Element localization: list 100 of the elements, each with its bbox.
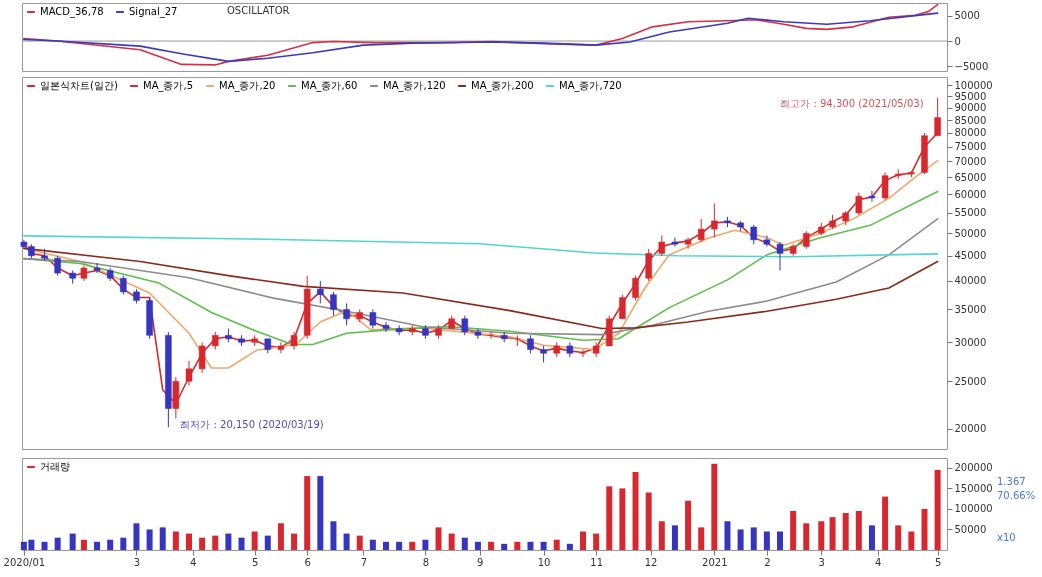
candlestick [697,218,705,243]
annotation: OSCILLATOR [227,5,290,16]
candlestick [868,190,876,203]
legend-label: 일본식차트(일간) [40,80,118,91]
bar [685,500,692,550]
text: 1.367 [997,476,1026,487]
bar [422,539,429,550]
bar [225,533,232,550]
bar [777,531,784,550]
bar [566,543,573,550]
x-tick-label: 4 [190,556,197,568]
y-tick-label: −5000 [954,60,989,72]
bar [330,521,337,550]
bar [632,471,639,550]
y-tick-label: 85000 [954,114,987,126]
candlestick [750,224,757,245]
y-tick-label: 50000 [954,523,987,535]
y-tick-label: 35000 [954,303,987,315]
annotation: 최저가 : 20,150 (2020/03/19) [180,419,324,431]
y-tick-label: 100000 [954,503,993,515]
bar [54,537,61,550]
bar [474,541,481,550]
bar [41,541,48,550]
candlestick [658,234,666,257]
bar [435,527,442,550]
bar [356,535,363,550]
bar [107,539,114,550]
bar [658,521,665,550]
bar [461,537,468,550]
bar [724,521,731,550]
bar [343,533,350,550]
bar [291,533,298,550]
bar [645,492,652,550]
legend-label: MA_종가,720 [559,80,622,92]
bar [803,523,810,550]
candlestick [93,262,101,274]
bar [698,527,705,550]
bar [829,517,836,550]
y-tick-label: 0 [954,35,961,47]
y-tick-label: 100000 [954,79,993,91]
x-tick-label: 7 [360,556,368,568]
bar [553,539,560,550]
bar [619,488,626,550]
candlestick [776,241,784,272]
bar [790,510,797,550]
candlestick [343,302,350,326]
bar [763,531,770,550]
candlestick [277,341,285,354]
y-tick-label: 60000 [954,188,987,200]
legend-label: Signal_27 [129,6,178,18]
candlestick [684,237,692,250]
bar [396,541,403,550]
bar [501,543,508,550]
candlestick [711,202,718,239]
legend-label: MA_종가,20 [219,80,276,92]
candlestick [619,294,626,320]
bar [369,539,376,550]
y-tick-label: 30000 [954,336,987,348]
x-tick-label: 3 [133,556,141,568]
legend-label: MA_종가,120 [383,80,446,92]
x-tick-label: 3 [818,556,825,568]
bar [868,525,875,550]
candlestick [330,291,337,317]
x-tick-label: 2021 [702,556,728,568]
x-tick-label: 8 [422,556,430,568]
bar [199,537,206,550]
bar [172,531,179,550]
y-tick-label: 55000 [954,207,987,219]
bar [855,510,862,550]
y-tick-label: 80000 [954,127,987,139]
bar [606,486,613,550]
bar [159,527,166,550]
candlestick [474,328,482,340]
y-tick-label: 20000 [954,423,987,435]
candlestick [632,275,639,301]
candlestick [514,334,521,347]
y-tick-label: 75000 [954,141,987,153]
candlestick [763,234,771,248]
bar [448,533,455,550]
line-series [23,218,939,336]
line-series [23,159,939,369]
candlestick [382,321,390,333]
bar [818,521,825,550]
y-tick-label: 200000 [954,462,993,474]
candlestick [395,324,403,336]
y-tick-label: 40000 [954,275,987,287]
bar [514,541,521,550]
candlestick [185,360,193,387]
bar [580,531,586,550]
candlestick [881,171,889,201]
bar [251,531,258,550]
legend-label: MACD_36,78 [40,6,104,18]
x-tick-label: 2 [764,556,771,568]
legend-label: MA_종가,5 [143,80,194,92]
y-tick-label: 95000 [954,90,987,102]
candlestick [120,275,127,296]
legend-label: 거래량 [40,461,70,472]
bar [842,513,849,550]
bar [737,529,744,550]
y-tick-label: 45000 [954,250,987,262]
